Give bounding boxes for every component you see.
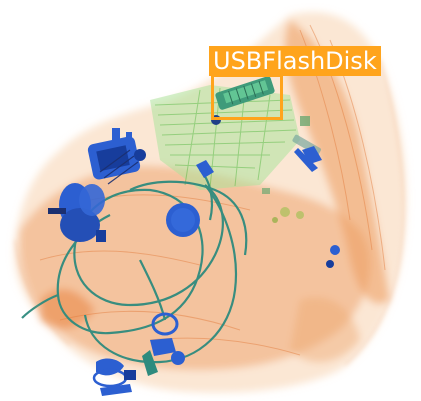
bag-edge [14,59,405,366]
metal-cluster [48,128,146,242]
bottom-metal-items [92,312,185,396]
metal-bits [196,146,340,268]
detection-bounding-box [211,74,283,120]
detection-label: USBFlashDisk [209,46,381,76]
inorganic-region [150,85,300,190]
usb-flash-disk [215,76,275,110]
round-metal-disc [166,203,200,237]
